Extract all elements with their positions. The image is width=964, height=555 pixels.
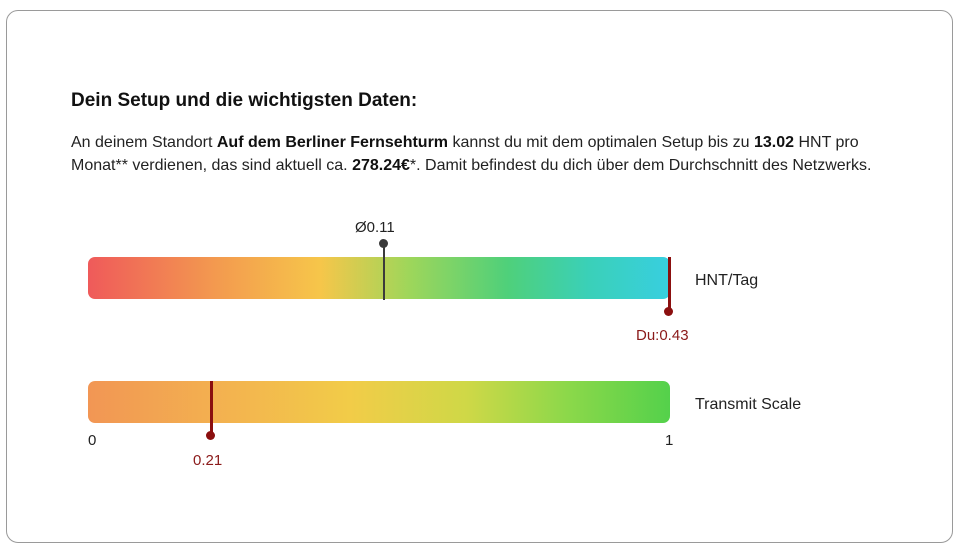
location-name: Auf dem Berliner Fernsehturm (216, 134, 449, 151)
desc-text-2: kannst du mit dem optimalen Setup bis zu (448, 134, 754, 151)
hnt-gradient-bar (88, 257, 670, 299)
transmit-marker-label: 0.21 (193, 452, 223, 469)
you-marker-line (668, 257, 671, 312)
section-title: Dein Setup und die wichtigsten Daten: (71, 90, 418, 111)
transmit-gradient-bar (88, 381, 670, 423)
hnt-scale-label: HNT/Tag (695, 272, 759, 289)
you-marker-label: Du:0.43 (636, 327, 689, 344)
eur-value: 278.24€ (352, 157, 410, 174)
average-marker-label: Ø0.11 (355, 219, 395, 236)
transmit-max-label: 1 (665, 432, 674, 449)
setup-description: An deinem Standort Auf dem Berliner Fern… (71, 131, 901, 177)
transmit-marker-dot (206, 431, 215, 440)
transmit-marker-line (210, 381, 213, 436)
hnt-per-month-value: 13.02 (753, 134, 795, 151)
you-marker-dot (664, 307, 673, 316)
desc-text-4: *. Damit befindest du dich über dem Durc… (409, 157, 872, 174)
average-marker-dot (379, 239, 388, 248)
average-marker-line (383, 243, 385, 300)
desc-text-3: HNT pro Monat** verdienen, das sind aktu… (71, 134, 859, 174)
desc-text-1: An deinem Standort (71, 134, 217, 151)
transmit-min-label: 0 (88, 432, 97, 449)
transmit-scale-label: Transmit Scale (695, 396, 802, 413)
